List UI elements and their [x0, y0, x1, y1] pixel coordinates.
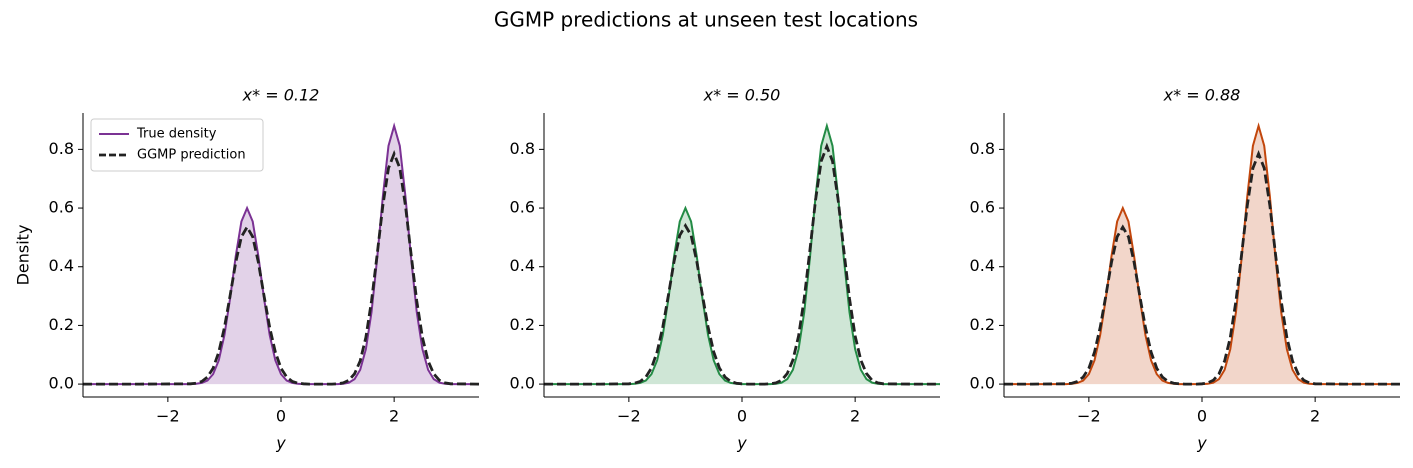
y-tick-label: 0.2	[510, 315, 535, 334]
density-line	[1004, 122, 1400, 386]
prediction-line	[83, 149, 480, 386]
x-tick-label: −2	[617, 407, 641, 426]
legend-label: GGMP prediction	[137, 148, 246, 163]
x-tick-label: −2	[1077, 407, 1101, 426]
subplot-title: x* = 0.12	[242, 86, 320, 105]
x-axis-label: y	[1196, 434, 1207, 453]
density-fill	[1004, 125, 1400, 385]
y-axis-label: Density	[14, 225, 33, 286]
y-tick-label: 0.2	[49, 315, 74, 334]
subplot-title: x* = 0.88	[1163, 86, 1241, 105]
x-tick-label: 0	[276, 407, 286, 426]
x-tick-label: 2	[850, 407, 860, 426]
y-tick-label: 0.4	[49, 256, 74, 275]
density-line	[544, 122, 940, 386]
y-tick-label: 0.6	[510, 198, 535, 217]
x-tick-label: −2	[156, 407, 180, 426]
x-tick-label: 2	[389, 407, 399, 426]
y-tick-label: 0.8	[49, 139, 74, 158]
x-tick-label: 2	[1310, 407, 1320, 426]
figure-title: GGMP predictions at unseen test location…	[494, 8, 918, 32]
density-fill	[544, 125, 940, 385]
x-axis-label: y	[736, 434, 747, 453]
y-tick-label: 0.8	[970, 139, 995, 158]
x-axis-label: y	[275, 434, 286, 453]
y-tick-label: 0.4	[510, 256, 535, 275]
y-tick-label: 0.6	[970, 198, 995, 217]
x-tick-label: 0	[737, 407, 747, 426]
density-fill	[83, 125, 479, 385]
y-tick-label: 0.0	[510, 374, 535, 393]
prediction-line	[544, 142, 940, 386]
y-tick-label: 0.6	[49, 198, 74, 217]
y-tick-label: 0.4	[970, 256, 995, 275]
x-tick-label: 0	[1197, 407, 1207, 426]
prediction-line	[1004, 149, 1400, 386]
y-tick-label: 0.0	[970, 374, 995, 393]
subplot-title: x* = 0.50	[703, 86, 781, 105]
y-tick-label: 0.0	[49, 374, 74, 393]
legend-box	[90, 118, 264, 172]
legend-label: True density	[136, 127, 217, 142]
y-tick-label: 0.2	[970, 315, 995, 334]
y-tick-label: 0.8	[510, 139, 535, 158]
